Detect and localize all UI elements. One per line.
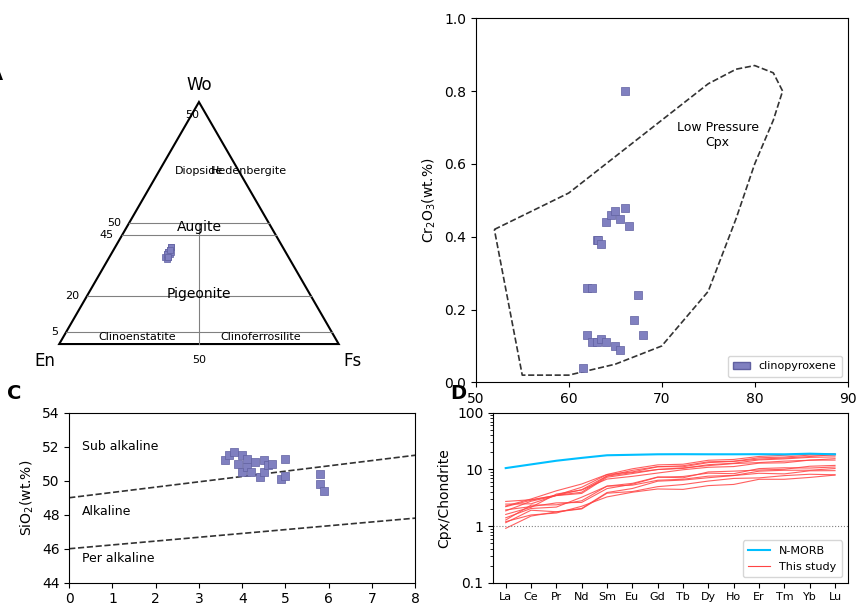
- Point: [613, 214, 627, 223]
- Point: [599, 217, 612, 227]
- Y-axis label: SiO$_2$(wt.%): SiO$_2$(wt.%): [19, 459, 36, 536]
- Point: [218, 455, 232, 465]
- Point: [222, 450, 236, 460]
- Point: [618, 86, 631, 96]
- Point: [257, 455, 271, 465]
- Point: [599, 337, 612, 347]
- Point: [585, 337, 599, 347]
- Point: [608, 341, 622, 351]
- Text: C: C: [7, 384, 22, 403]
- Text: Alkaline: Alkaline: [82, 505, 131, 518]
- Legend: N-MORB, This study: N-MORB, This study: [743, 540, 843, 577]
- Point: [590, 236, 604, 245]
- Point: [604, 210, 618, 220]
- Text: B: B: [420, 0, 435, 4]
- Text: Per alkaline: Per alkaline: [82, 552, 155, 565]
- Text: Fs: Fs: [343, 353, 362, 370]
- Point: [279, 471, 292, 481]
- Point: [580, 283, 594, 293]
- Point: [317, 486, 331, 496]
- Point: [253, 472, 266, 482]
- Text: Augite: Augite: [176, 220, 221, 234]
- Point: [279, 454, 292, 464]
- Point: [274, 474, 288, 484]
- Text: Hedenbergite: Hedenbergite: [211, 166, 287, 176]
- Point: [235, 467, 249, 477]
- X-axis label: Mg#: Mg#: [645, 412, 678, 426]
- Point: [594, 334, 608, 344]
- Text: 45: 45: [99, 230, 113, 240]
- Text: A: A: [0, 65, 3, 84]
- Text: Low Pressure
Cpx: Low Pressure Cpx: [676, 121, 759, 149]
- Point: [313, 480, 327, 489]
- Text: Clinoenstatite: Clinoenstatite: [99, 332, 176, 342]
- Text: Wo: Wo: [186, 76, 212, 93]
- Point: [631, 290, 645, 300]
- Point: [248, 457, 262, 467]
- Y-axis label: Cr$_2$O$_3$(wt.%): Cr$_2$O$_3$(wt.%): [421, 157, 439, 243]
- Point: [231, 459, 245, 469]
- Legend: clinopyroxene: clinopyroxene: [727, 356, 843, 377]
- Point: [261, 461, 275, 470]
- Text: D: D: [451, 384, 466, 403]
- Text: Clinoferrosilite: Clinoferrosilite: [220, 332, 301, 342]
- Point: [313, 469, 327, 479]
- Text: Pigeonite: Pigeonite: [167, 287, 231, 300]
- Text: En: En: [35, 353, 55, 370]
- Text: 50: 50: [185, 110, 199, 120]
- Text: 50: 50: [192, 355, 206, 365]
- Point: [580, 330, 594, 340]
- Point: [622, 221, 636, 231]
- Point: [636, 330, 650, 340]
- Point: [235, 450, 249, 460]
- Point: [592, 236, 606, 245]
- Point: [618, 203, 631, 212]
- Point: [240, 454, 253, 464]
- Text: Sub alkaline: Sub alkaline: [82, 440, 158, 453]
- Point: [576, 363, 590, 373]
- Point: [266, 459, 279, 469]
- Point: [613, 345, 627, 354]
- Y-axis label: Cpx/Chondrite: Cpx/Chondrite: [438, 448, 452, 548]
- Point: [257, 467, 271, 477]
- Point: [627, 316, 641, 325]
- Point: [608, 206, 622, 216]
- Point: [594, 239, 608, 249]
- Text: 5: 5: [51, 327, 58, 337]
- Text: 50: 50: [106, 218, 121, 228]
- Point: [227, 447, 240, 456]
- Text: Diopside: Diopside: [175, 166, 223, 176]
- Text: 20: 20: [65, 291, 79, 300]
- Point: [240, 463, 253, 472]
- Point: [244, 467, 258, 477]
- Point: [590, 337, 604, 347]
- Point: [585, 283, 599, 293]
